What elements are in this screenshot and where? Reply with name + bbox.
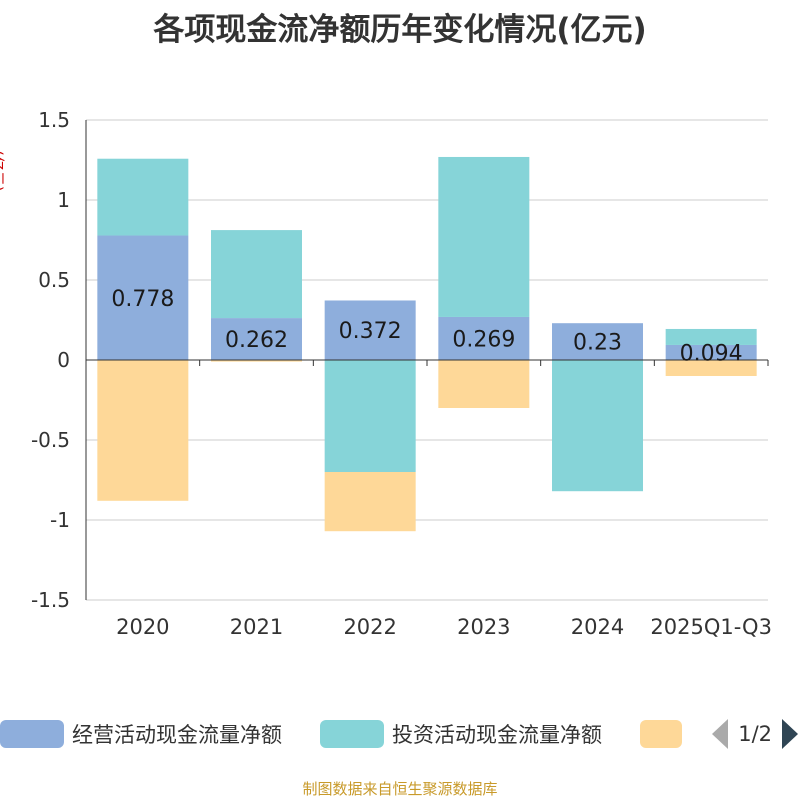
x-tick-label: 2020 [116, 615, 169, 639]
bar-financing-2022 [324, 472, 416, 532]
data-label-operating: 0.372 [339, 319, 402, 344]
bar-financing-2021 [211, 360, 302, 362]
chart-area: 1.5 1 0.5 0 -0.5 -1 -1.5 2020 2021 2022 2023 2024 20… [31, 108, 772, 639]
bar-financing-2023 [438, 360, 530, 408]
legend-item-operating[interactable]: 经营活动现金流量净额 [0, 716, 282, 752]
legend-prev-page-icon[interactable] [712, 719, 729, 749]
bar-operating-2025Q1-Q3 [665, 344, 757, 360]
legend-pager: 1/2 [712, 716, 798, 752]
x-tick-label: 2022 [343, 615, 396, 639]
x-tick-label: 2021 [230, 615, 283, 639]
bar-financing-2025Q1-Q3 [665, 360, 757, 376]
legend-next-page-icon[interactable] [782, 719, 798, 749]
bar-operating-2024 [552, 323, 643, 360]
bar-financing-2020 [97, 360, 189, 501]
bar-investing-2025Q1-Q3 [665, 328, 757, 345]
source-footer: 制图数据来自恒生聚源数据库 [302, 780, 498, 798]
y-tick-label: -1.5 [31, 588, 70, 612]
bar-operating-2023 [438, 316, 530, 360]
legend-swatch-investing [320, 720, 384, 748]
chart-title: 各项现金流净额历年变化情况(亿元) [153, 12, 647, 48]
bar-investing-2024 [552, 360, 643, 492]
y-tick-label: 1 [57, 188, 70, 212]
bar-operating-2020 [97, 235, 189, 360]
bar-operating-2022 [324, 300, 416, 360]
y-tick-label: 0 [57, 348, 70, 372]
data-label-operating: 0.269 [452, 327, 515, 352]
bar-investing-2022 [324, 360, 416, 472]
bar-investing-2021 [211, 230, 302, 319]
y-tick-label: -0.5 [31, 428, 70, 452]
y-tick-label: 1.5 [38, 108, 70, 132]
legend-label-investing: 投资活动现金流量净额 [392, 723, 602, 747]
data-label-operating: 0.778 [111, 287, 174, 312]
legend-item-investing[interactable]: 投资活动现金流量净额 [320, 716, 602, 752]
y-tick-label: 0.5 [38, 268, 70, 292]
bar-operating-2021 [211, 318, 302, 360]
data-label-operating: 0.23 [573, 331, 622, 356]
bar-investing-2020 [97, 158, 189, 236]
legend-swatch-financing [640, 720, 682, 748]
legend-page-indicator: 1/2 [738, 722, 772, 746]
data-label-operating: 0.094 [680, 341, 743, 366]
legend: 经营活动现金流量净额 投资活动现金流量净额 1/2 [0, 716, 800, 752]
bar-investing-2023 [438, 156, 530, 317]
x-tick-label: 2023 [457, 615, 510, 639]
legend-item-financing[interactable] [640, 716, 690, 752]
legend-label-operating: 经营活动现金流量净额 [72, 723, 282, 747]
x-tick-label: 2025Q1-Q3 [650, 615, 772, 639]
y-tick-label: -1 [50, 508, 70, 532]
x-tick-label: 2024 [571, 615, 624, 639]
data-label-operating: 0.262 [225, 328, 288, 353]
legend-swatch-operating [0, 720, 64, 748]
